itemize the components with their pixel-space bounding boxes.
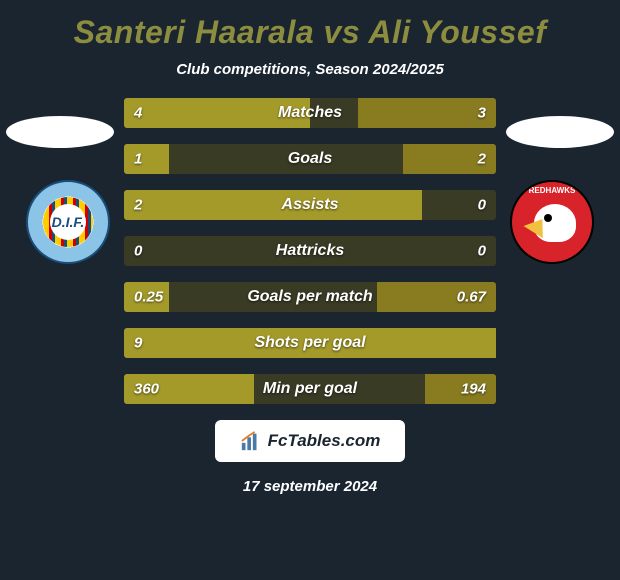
stat-label: Hattricks bbox=[276, 242, 344, 260]
stat-row: 0 Hattricks 0 bbox=[124, 236, 496, 266]
stat-label: Matches bbox=[278, 104, 342, 122]
stat-label: Goals per match bbox=[247, 288, 372, 306]
stat-value-left: 360 bbox=[134, 381, 159, 398]
stat-value-left: 4 bbox=[134, 105, 142, 122]
fctables-text: FcTables.com bbox=[268, 431, 381, 451]
stat-label: Min per goal bbox=[263, 380, 357, 398]
team-badge-left: D.I.F. bbox=[26, 180, 110, 264]
stat-bar-right bbox=[358, 98, 496, 128]
stat-value-left: 2 bbox=[134, 197, 142, 214]
bar-chart-icon bbox=[240, 430, 262, 452]
snapshot-date: 17 september 2024 bbox=[0, 478, 620, 495]
stat-row: 2 Assists 0 bbox=[124, 190, 496, 220]
player-oval-left bbox=[6, 116, 114, 148]
stat-value-right: 3 bbox=[478, 105, 486, 122]
stat-label: Goals bbox=[288, 150, 332, 168]
stat-row: 360 Min per goal 194 bbox=[124, 374, 496, 404]
team-badge-right: REDHAWKS bbox=[510, 180, 594, 264]
stat-bar-left bbox=[124, 190, 422, 220]
stat-label: Shots per goal bbox=[254, 334, 365, 352]
stat-row: 4 Matches 3 bbox=[124, 98, 496, 128]
stat-value-right: 0 bbox=[478, 243, 486, 260]
stat-row: 0.25 Goals per match 0.67 bbox=[124, 282, 496, 312]
stat-value-left: 1 bbox=[134, 151, 142, 168]
stat-label: Assists bbox=[282, 196, 339, 214]
hawk-icon bbox=[524, 194, 580, 250]
stat-value-right: 194 bbox=[461, 381, 486, 398]
stat-value-left: 0 bbox=[134, 243, 142, 260]
player-oval-right bbox=[506, 116, 614, 148]
stat-value-left: 9 bbox=[134, 335, 142, 352]
hawk-eye bbox=[544, 214, 552, 222]
stat-row: 1 Goals 2 bbox=[124, 144, 496, 174]
stat-value-right: 0.67 bbox=[457, 289, 486, 306]
stat-value-left: 0.25 bbox=[134, 289, 163, 306]
comparison-title: Santeri Haarala vs Ali Youssef bbox=[0, 0, 620, 51]
stat-bar-left bbox=[124, 144, 169, 174]
fctables-logo[interactable]: FcTables.com bbox=[215, 420, 405, 462]
stat-value-right: 2 bbox=[478, 151, 486, 168]
stat-bars: 4 Matches 3 1 Goals 2 2 Assists 0 0 Hattricks 0 0.25… bbox=[124, 98, 496, 404]
dif-badge-text: D.I.F. bbox=[50, 204, 86, 240]
season-subtitle: Club competitions, Season 2024/2025 bbox=[0, 61, 620, 78]
stat-row: 9 Shots per goal bbox=[124, 328, 496, 358]
comparison-area: D.I.F. REDHAWKS 4 Matches 3 1 Goals 2 2 Assists… bbox=[0, 98, 620, 404]
stat-value-right: 0 bbox=[478, 197, 486, 214]
